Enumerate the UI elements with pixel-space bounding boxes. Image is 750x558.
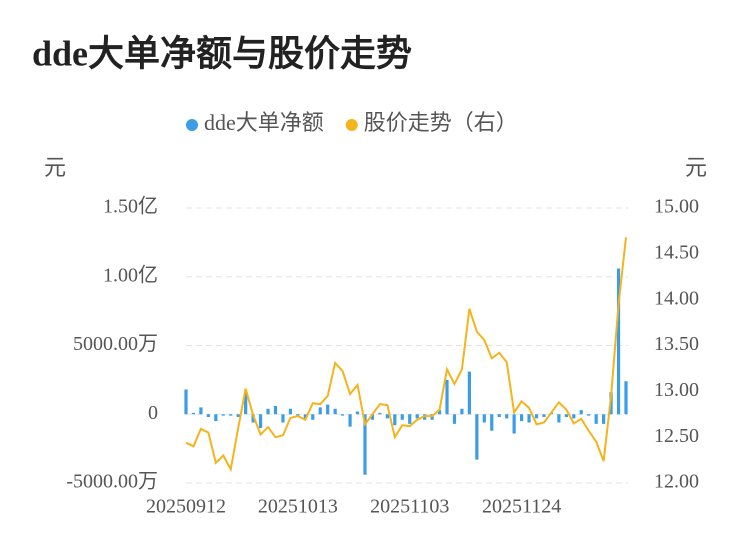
bar <box>206 414 210 417</box>
y-tick-label: 1.00亿 <box>103 263 158 286</box>
y-tick-label: 5000.00万 <box>73 333 158 355</box>
bar <box>378 412 382 415</box>
bar <box>587 414 591 416</box>
y2-tick-label: 13.50 <box>654 333 699 355</box>
bar <box>341 414 345 416</box>
bar <box>258 414 263 428</box>
bar <box>288 408 293 415</box>
bar <box>437 410 442 415</box>
bar <box>497 414 501 417</box>
legend-label: 股价走势（右） <box>364 110 518 135</box>
x-tick-label: 20251124 <box>482 496 561 518</box>
bar <box>534 414 539 419</box>
bar <box>452 414 457 424</box>
y-tick-label: 1.50亿 <box>103 195 158 218</box>
bar <box>221 414 225 416</box>
bar <box>311 414 315 420</box>
y2-unit: 元 <box>685 155 707 180</box>
bar <box>490 414 494 431</box>
bar <box>333 408 337 415</box>
y2-tick-label: 12.50 <box>654 425 699 447</box>
bar <box>214 414 218 422</box>
x-tick-label: 20251013 <box>258 496 338 518</box>
chart-title: dde大单净额与股价走势 <box>32 33 412 73</box>
legend-marker <box>186 119 198 131</box>
bar <box>266 408 270 415</box>
bar <box>191 412 196 415</box>
price-line <box>185 237 627 473</box>
bar <box>273 406 278 415</box>
bar <box>184 389 188 415</box>
bar <box>236 414 240 417</box>
bar <box>415 414 419 419</box>
bar <box>251 414 255 423</box>
legend: dde大单净额 股价走势（右） <box>186 110 518 135</box>
y2-tick-label: 14.00 <box>654 287 699 309</box>
bar <box>564 414 568 417</box>
bar <box>229 414 233 416</box>
bar <box>303 414 307 419</box>
x-tick-label: 20250912 <box>146 496 226 518</box>
x-tick-label: 20251103 <box>370 496 449 518</box>
bar <box>616 268 621 415</box>
bar <box>348 414 352 427</box>
bar <box>482 414 486 423</box>
bar <box>467 371 471 415</box>
bar <box>624 381 628 415</box>
bar <box>572 414 576 419</box>
y2-tick-label: 12.00 <box>654 471 699 493</box>
y-tick-label: -5000.00万 <box>66 471 158 493</box>
bar <box>408 414 412 424</box>
bar <box>400 414 404 420</box>
bar <box>370 414 375 420</box>
y2-tick-label: 14.50 <box>654 241 699 263</box>
bar <box>505 414 509 419</box>
bar <box>519 414 524 422</box>
bar <box>199 407 203 415</box>
bar <box>281 414 285 423</box>
y-tick-label: 0 <box>148 402 158 424</box>
bar <box>475 414 479 460</box>
bar <box>542 414 546 417</box>
bar <box>326 404 330 415</box>
bar <box>445 379 449 415</box>
y-unit: 元 <box>44 155 66 180</box>
bar <box>355 411 360 415</box>
bar <box>318 407 322 415</box>
bar <box>527 414 531 423</box>
y2-tick-label: 13.00 <box>654 379 699 401</box>
bar <box>393 414 397 426</box>
bar <box>557 414 561 423</box>
bar <box>363 414 367 475</box>
bar <box>594 414 598 424</box>
legend-marker <box>345 119 358 131</box>
bar <box>244 392 248 415</box>
bar <box>512 414 516 434</box>
bar <box>602 414 606 424</box>
bar <box>385 414 389 419</box>
bar <box>460 408 464 415</box>
y2-tick-label: 15.00 <box>654 196 699 218</box>
bar <box>579 410 583 415</box>
legend-label: dde大单净额 <box>204 110 324 135</box>
